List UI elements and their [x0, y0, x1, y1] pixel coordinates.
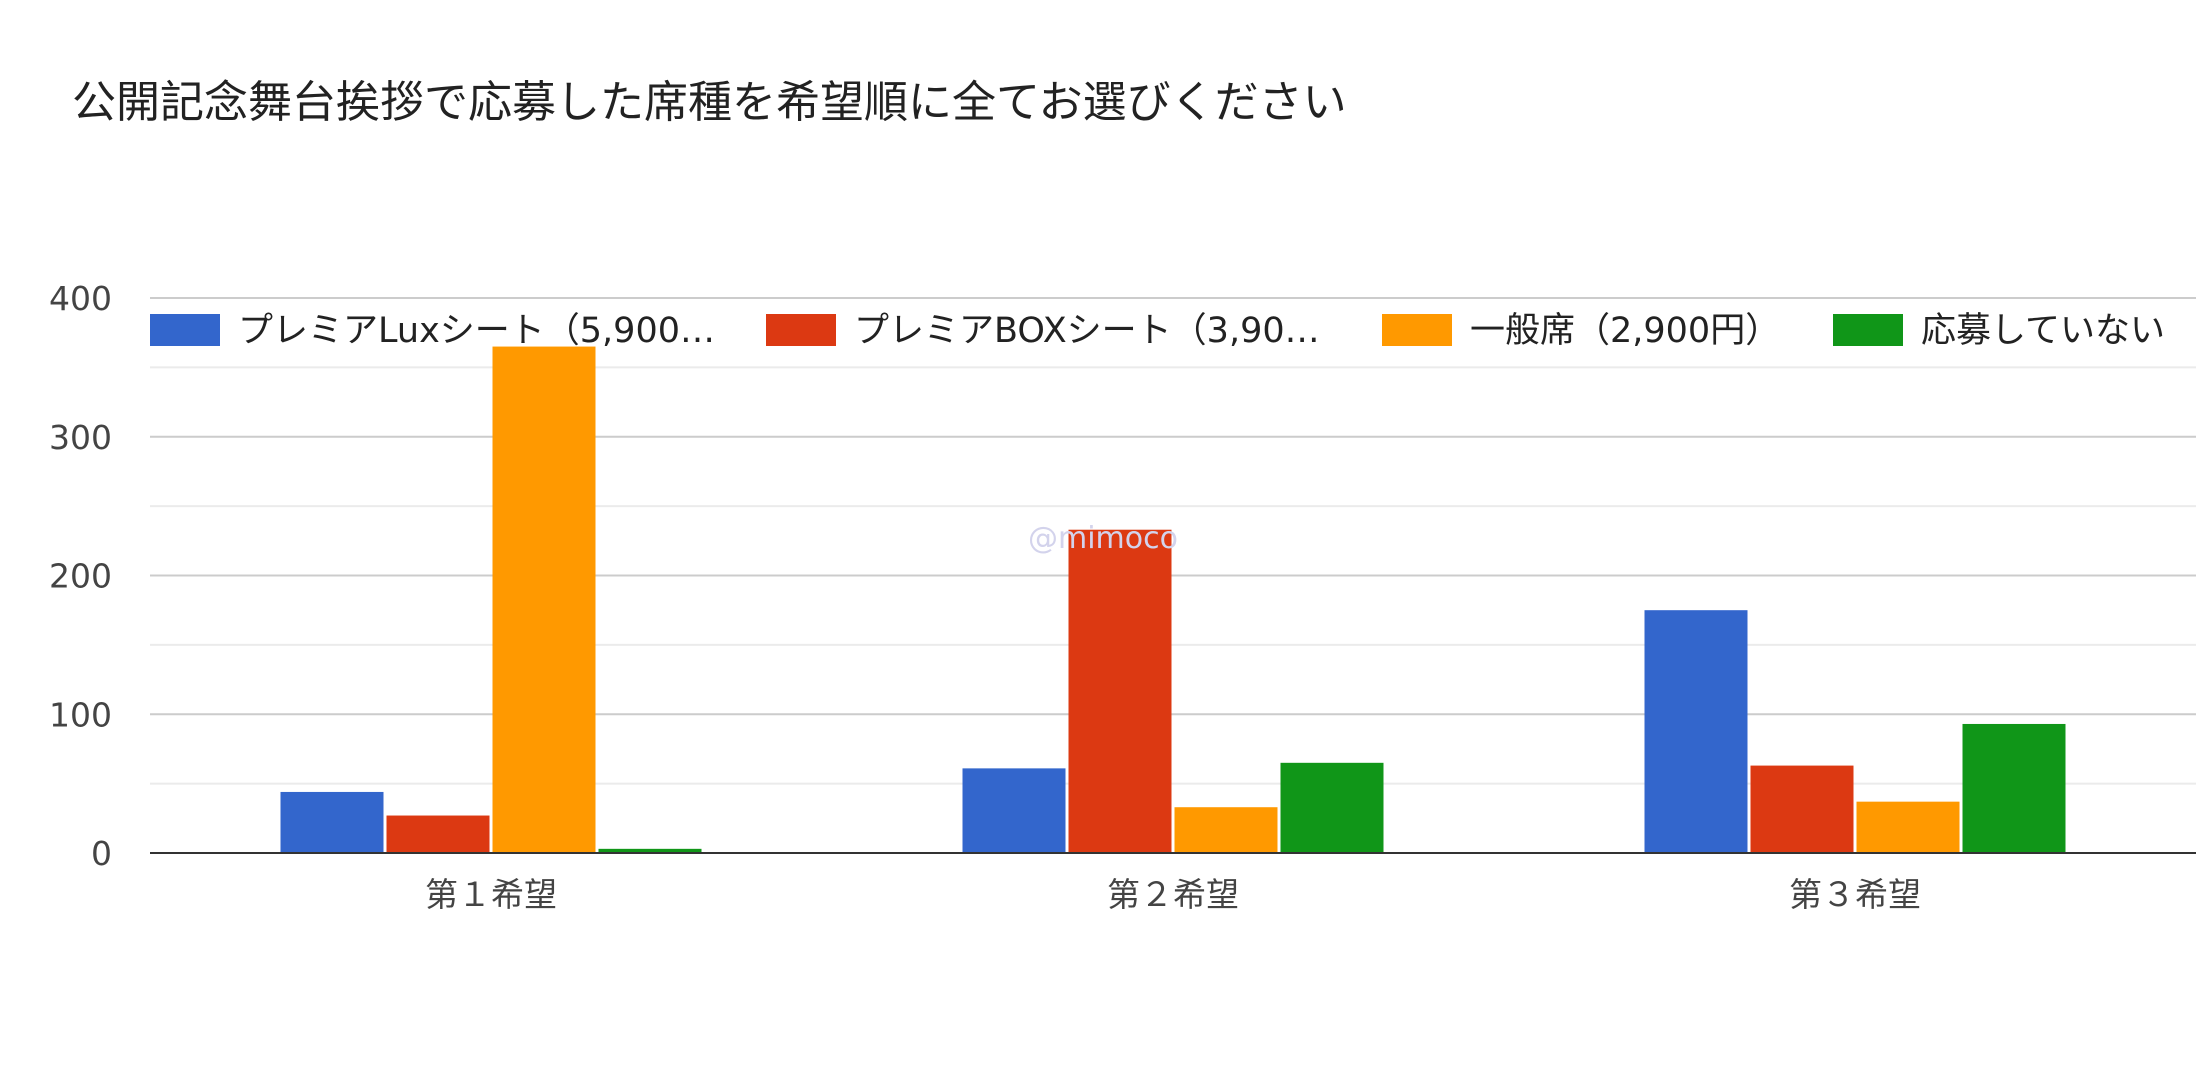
legend-label: プレミアLuxシート（5,900… — [238, 311, 715, 351]
bar[interactable] — [962, 768, 1066, 853]
bar[interactable] — [598, 848, 702, 853]
bar[interactable] — [280, 791, 384, 853]
watermark: @mimoco — [1028, 521, 1178, 556]
legend-swatch — [150, 314, 220, 346]
x-tick-label: 第３希望 — [1789, 875, 1921, 914]
chart-title: 公開記念舞台挨拶で応募した席種を希望順に全てお選びください — [72, 77, 1347, 128]
legend-item[interactable]: 一般席（2,900円） — [1382, 311, 1780, 351]
bar[interactable] — [1962, 723, 2066, 853]
y-tick-label: 200 — [49, 557, 112, 596]
y-tick-label: 300 — [49, 418, 112, 457]
x-tick-label: 第１希望 — [425, 875, 557, 914]
legend-swatch — [1382, 314, 1452, 346]
gridlines — [150, 297, 2196, 785]
legend-label: 応募していない — [1921, 311, 2165, 351]
bar[interactable] — [1644, 610, 1748, 853]
y-tick-label: 400 — [49, 279, 112, 318]
x-tick-label: 第２希望 — [1107, 875, 1239, 914]
legend-item[interactable]: プレミアBOXシート（3,90… — [766, 311, 1320, 351]
legend-swatch — [766, 314, 836, 346]
bar[interactable] — [1856, 801, 1960, 853]
bar[interactable] — [1750, 765, 1854, 853]
legend[interactable]: プレミアLuxシート（5,900… プレミアBOXシート（3,90… 一般席（2,9… — [150, 311, 2165, 351]
legend-item[interactable]: 応募していない — [1833, 311, 2165, 351]
legend-item[interactable]: プレミアLuxシート（5,900… — [150, 311, 715, 351]
x-axis-ticks: 第１希望 第２希望 第３希望 — [425, 875, 1921, 914]
legend-swatch — [1833, 314, 1903, 346]
y-tick-label: 0 — [91, 834, 112, 873]
bar[interactable] — [1068, 529, 1172, 853]
bar[interactable] — [1280, 762, 1384, 853]
y-axis-ticks: 0 100 200 300 400 — [49, 279, 112, 873]
bars — [280, 346, 2066, 853]
bar[interactable] — [1174, 807, 1278, 853]
legend-label: 一般席（2,900円） — [1470, 311, 1780, 351]
y-tick-label: 100 — [49, 695, 112, 734]
bar[interactable] — [492, 346, 596, 853]
legend-label: プレミアBOXシート（3,90… — [854, 311, 1320, 351]
bar[interactable] — [386, 815, 490, 853]
